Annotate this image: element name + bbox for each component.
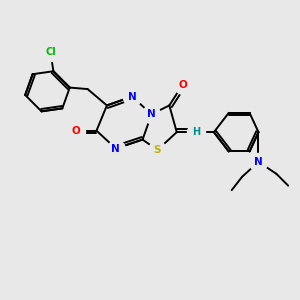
Text: S: S bbox=[154, 145, 161, 155]
Text: O: O bbox=[71, 126, 80, 136]
Text: H: H bbox=[192, 127, 200, 137]
Text: Cl: Cl bbox=[45, 47, 56, 57]
Text: N: N bbox=[147, 109, 156, 119]
Text: N: N bbox=[128, 92, 136, 101]
Text: N: N bbox=[254, 157, 263, 167]
Text: O: O bbox=[178, 80, 187, 90]
Text: N: N bbox=[111, 143, 120, 154]
